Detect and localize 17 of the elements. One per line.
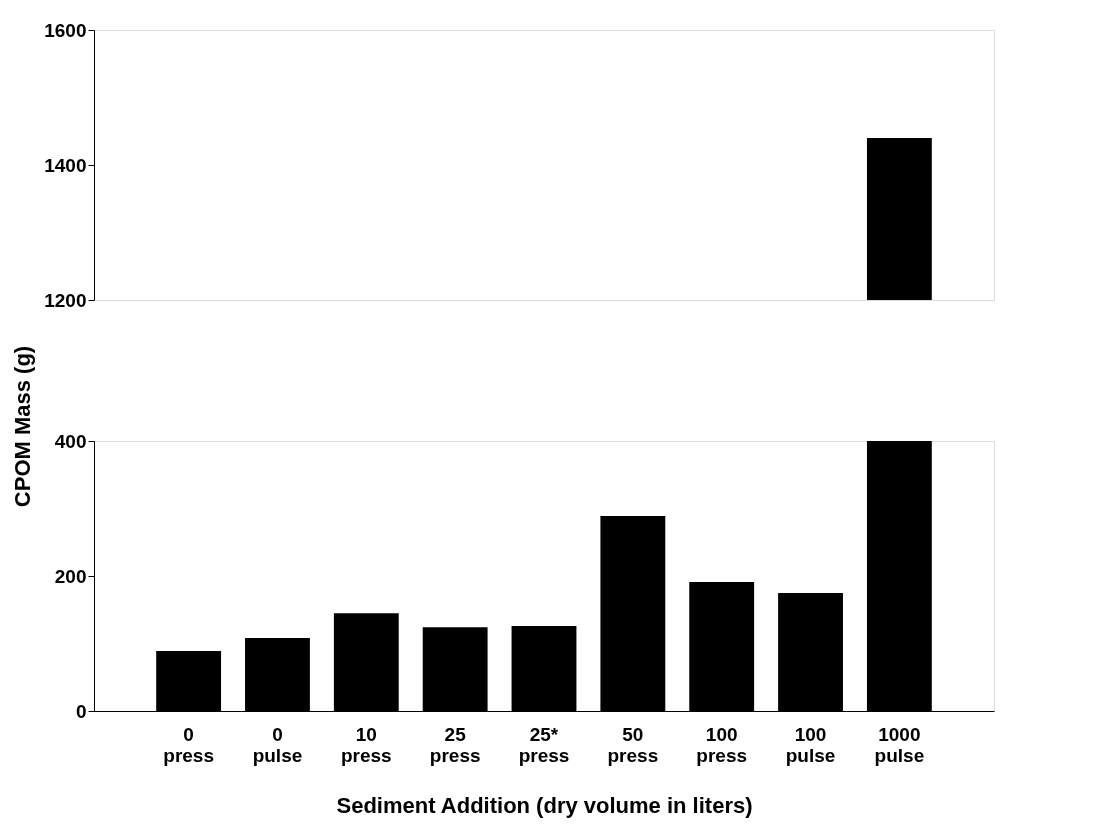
x-tick-label: 25* press <box>518 723 570 766</box>
y-tick-label: 1600 <box>44 19 87 41</box>
y-axis-title: CPOM Mass (g) <box>9 345 35 508</box>
x-tick-label: 50 press <box>607 723 659 766</box>
x-tick-label: 100 pulse <box>785 723 836 766</box>
x-tick-label: 25 press <box>429 723 481 766</box>
x-axis-title: Sediment Addition (dry volume in liters) <box>336 792 753 818</box>
x-tick-label: 0 press <box>163 723 214 766</box>
x-tick-label: 1000 pulse <box>874 723 925 766</box>
y-tick-label: 400 <box>54 430 87 452</box>
y-tick-label: 0 <box>75 700 87 722</box>
y-tick-label: 200 <box>54 565 87 587</box>
y-tick-label: 1200 <box>44 289 87 311</box>
x-tick-label: 0 pulse <box>252 723 303 766</box>
y-tick-label: 1400 <box>44 154 87 176</box>
x-tick-label: 10 press <box>340 723 392 766</box>
x-tick-label: 100 press <box>696 723 748 766</box>
